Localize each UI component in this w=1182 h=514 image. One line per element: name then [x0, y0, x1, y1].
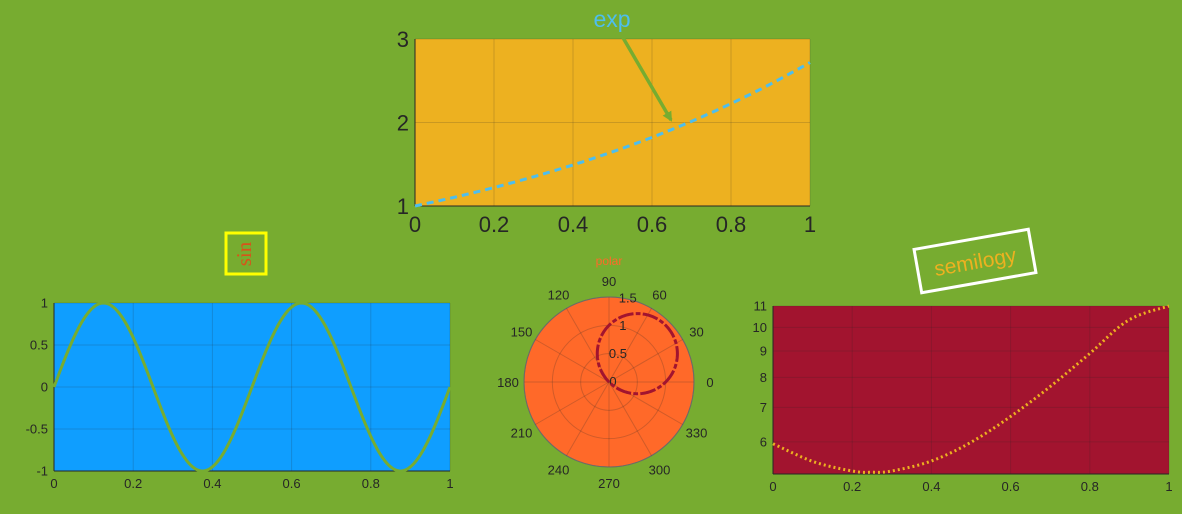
- polar-theta-label: 30: [689, 325, 703, 340]
- polar-theta-label: 270: [598, 476, 620, 491]
- polar-theta-gridline: [535, 339, 610, 383]
- polar-theta-gridline: [608, 339, 683, 383]
- polar-r-label: 1: [619, 318, 626, 333]
- exp-y-ticks: 1 2 3: [397, 27, 409, 219]
- polar-theta-label: 90: [602, 274, 616, 289]
- x-tick-label: 0.2: [479, 212, 510, 237]
- y-tick-label: -1: [36, 464, 48, 479]
- polar-r-label: 1.5: [619, 290, 637, 305]
- x-tick-label: 0.8: [362, 476, 380, 491]
- x-tick-label: 0.4: [203, 476, 221, 491]
- y-tick-label: 0.5: [30, 338, 48, 353]
- sin-y-ticks: -1 -0.5 0 0.5 1: [26, 296, 48, 479]
- polar-theta-label: 0: [706, 375, 713, 390]
- polar-r-label: 0.5: [609, 346, 627, 361]
- x-tick-label: 0.6: [1002, 479, 1020, 494]
- exp-series-line: [414, 61, 811, 208]
- y-tick-label: 11: [754, 299, 768, 314]
- semilogy-series-line: [772, 304, 1170, 474]
- polar-theta-label: 240: [548, 462, 570, 477]
- polar-title: polar: [596, 254, 623, 268]
- semilogy-x-ticks: 0 0.2 0.4 0.6 0.8 1: [769, 479, 1172, 494]
- polar-theta-gridline: [608, 381, 652, 456]
- y-tick-label: 2: [397, 110, 409, 135]
- x-tick-label: 0.2: [124, 476, 142, 491]
- exp-grid: [414, 38, 811, 207]
- polar-r-gridline: [580, 353, 638, 411]
- x-tick-label: 0.4: [922, 479, 940, 494]
- y-tick-label: 3: [397, 27, 409, 52]
- exp-x-ticks: 0 0.2 0.4 0.6 0.8 1: [409, 212, 816, 237]
- polar-theta-label: 330: [686, 426, 708, 441]
- exp-plot-area: [415, 39, 810, 206]
- sin-title: sin: [232, 241, 256, 266]
- sin-series-line: [52, 301, 452, 473]
- x-tick-label: 0.8: [716, 212, 747, 237]
- semilogy-chart: semilogy 0 0.2 0.4 0.6 0.8 1 6 7 8 9 10 11: [753, 227, 1173, 494]
- semilogy-title: semilogy: [932, 244, 1018, 281]
- x-tick-label: 1: [1165, 479, 1172, 494]
- polar-r-label: 0: [609, 374, 616, 389]
- polar-theta-label: 180: [497, 375, 519, 390]
- y-tick-label: 8: [760, 370, 767, 385]
- exp-annotation-label: exp: [593, 6, 630, 32]
- semilogy-y-ticks: 6 7 8 9 10 11: [753, 299, 767, 450]
- polar-theta-gridline: [566, 381, 610, 456]
- sin-x-ticks: 0 0.2 0.4 0.6 0.8 1: [50, 476, 453, 491]
- x-tick-label: 0: [769, 479, 776, 494]
- x-tick-label: 0: [50, 476, 57, 491]
- polar-outer-ring: [523, 296, 695, 468]
- y-tick-label: 0: [41, 380, 48, 395]
- exp-chart: 0 0.2 0.4 0.6 0.8 1 1 2 3 exp: [397, 6, 816, 237]
- polar-theta-label: 210: [511, 426, 533, 441]
- polar-theta-label: 120: [548, 288, 570, 303]
- semilogy-plot-area: [773, 306, 1169, 474]
- polar-theta-label: 300: [649, 462, 671, 477]
- y-tick-label: 1: [397, 194, 409, 219]
- semilogy-title-box: [912, 227, 1038, 295]
- polar-series-line: [595, 312, 679, 396]
- polar-theta-label: 60: [652, 288, 666, 303]
- x-tick-label: 0: [409, 212, 421, 237]
- sin-chart: sin 0 0.2 0.4 0.6 0.8 1 -1 -0.5 0 0.5 1: [26, 231, 454, 491]
- x-tick-label: 0.8: [1081, 479, 1099, 494]
- semilogy-title-group: semilogy: [912, 227, 1038, 295]
- y-tick-label: 9: [760, 344, 767, 359]
- y-tick-label: 10: [753, 320, 767, 335]
- sin-grid: [53, 302, 451, 472]
- polar-theta-label: 150: [511, 325, 533, 340]
- polar-theta-gridline: [608, 308, 652, 383]
- y-tick-label: 7: [760, 400, 767, 415]
- semilogy-grid: [772, 305, 1170, 475]
- polar-r-ticks: 0 0.5 1 1.5: [609, 290, 637, 389]
- x-tick-label: 1: [446, 476, 453, 491]
- sin-title-box: [224, 231, 268, 276]
- x-tick-label: 0.4: [558, 212, 589, 237]
- polar-theta-gridline: [535, 381, 610, 425]
- exp-annotation-arrow: [620, 35, 673, 122]
- y-tick-label: -0.5: [26, 422, 48, 437]
- x-tick-label: 0.6: [637, 212, 668, 237]
- x-tick-label: 0.6: [283, 476, 301, 491]
- polar-theta-ticks: 0 30 60 90 120 150 180 210 240 270 300 330: [497, 274, 713, 491]
- y-tick-label: 1: [41, 296, 48, 311]
- x-tick-label: 1: [804, 212, 816, 237]
- y-tick-label: 6: [760, 435, 767, 450]
- x-tick-label: 0.2: [843, 479, 861, 494]
